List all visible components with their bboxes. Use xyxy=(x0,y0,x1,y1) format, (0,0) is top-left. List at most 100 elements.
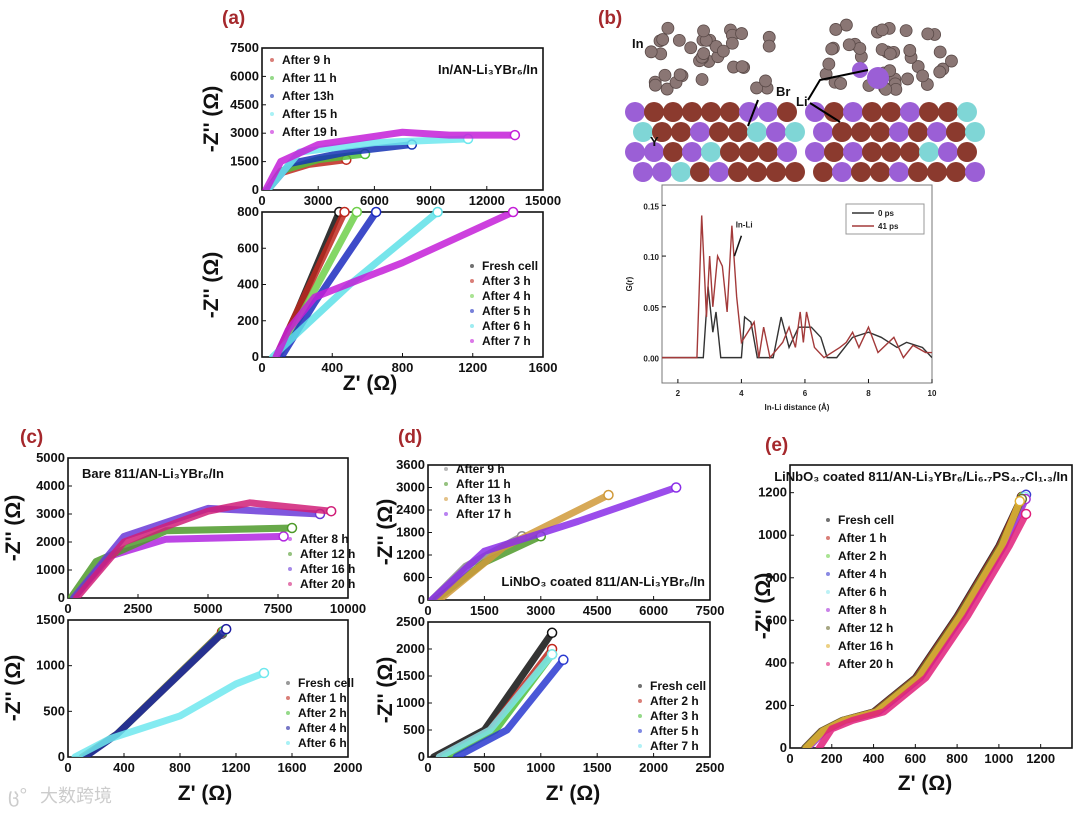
indium-atom xyxy=(933,65,947,79)
watermark-logo-icon: ც° xyxy=(8,785,27,807)
y-tick-label: 3600 xyxy=(396,457,425,472)
x-tick-label: 15000 xyxy=(525,193,561,208)
indium-atom xyxy=(750,81,763,95)
lattice-atom xyxy=(832,162,852,182)
series-end-marker-3 xyxy=(220,623,232,635)
y-tick-label: 1500 xyxy=(230,154,259,169)
lattice-atom xyxy=(881,102,901,122)
panel-label-e: (e) xyxy=(765,435,788,456)
legend-marker-6 xyxy=(826,626,830,630)
y-tick-label: 1000 xyxy=(36,562,65,577)
x-tick-label: 3000 xyxy=(526,603,555,618)
lattice-atom xyxy=(747,122,767,142)
legend-marker-5 xyxy=(470,339,474,343)
indium-atom xyxy=(644,45,658,59)
lattice-atom xyxy=(633,122,653,142)
lattice-atom xyxy=(965,122,985,142)
legend-label: After 11 h xyxy=(456,477,511,491)
legend-label: After 19 h xyxy=(282,125,337,139)
chart-d_top: 0 1500 3000 4500 6000 7500 0 600 1200 1800 2400 300… xyxy=(374,457,724,618)
y-tick-label: 0 xyxy=(58,590,65,605)
legend-label: After 6 h xyxy=(838,585,887,599)
indium-atom xyxy=(853,41,867,55)
x-tick-label: 8 xyxy=(866,389,871,398)
x-tick-label: 1200 xyxy=(222,760,251,775)
x-tick-label: 0 xyxy=(424,760,431,775)
legend-marker-8 xyxy=(826,662,830,666)
series-end-marker-2 xyxy=(351,206,363,218)
x-tick-label: 3000 xyxy=(304,193,333,208)
plot-frame xyxy=(661,184,933,384)
legend-label: After 3 h xyxy=(650,709,699,723)
y-tick-label: 2500 xyxy=(396,614,425,629)
y-axis-title: -Z'' (Ω) xyxy=(200,86,223,152)
legend-label: After 4 h xyxy=(482,289,531,303)
y-tick-label: 200 xyxy=(237,313,259,328)
y-axis-title: -Z'' (Ω) xyxy=(374,657,397,723)
indium-atom xyxy=(697,24,710,38)
label-y: Y xyxy=(650,134,659,149)
lattice-atom xyxy=(728,122,748,142)
indium-atom xyxy=(697,47,710,60)
lattice-atom xyxy=(701,142,721,162)
chart-d_bot: 0 500 1000 1500 2000 2500 0 500 1000 1500 2000 2500… xyxy=(374,614,724,805)
y-tick-label: 600 xyxy=(403,570,425,585)
indium-atom xyxy=(684,41,698,55)
lattice-atom xyxy=(785,122,805,142)
series-band-1 xyxy=(435,645,556,757)
legend-label: After 5 h xyxy=(650,724,699,738)
lattice-atom xyxy=(682,142,702,162)
lattice-atom xyxy=(747,162,767,182)
series-end-marker-0 xyxy=(278,531,289,542)
legend-label: After 16 h xyxy=(838,639,893,653)
legend-label: After 6 h xyxy=(482,319,531,333)
lattice-atom xyxy=(957,142,977,162)
x-tick-label: 10 xyxy=(928,389,937,398)
legend-label: After 7 h xyxy=(482,334,531,348)
legend-marker-2 xyxy=(826,554,830,558)
chart-b: 2 4 6 8 10 0.00 0.05 0.10 0.15 0 ps 41 ps In-Li G(r)… xyxy=(625,184,937,412)
indium-atom xyxy=(883,47,897,61)
lattice-atom xyxy=(946,122,966,142)
x-tick-label: 4500 xyxy=(583,603,612,618)
chart-title: Bare 811/AN-Li₃YBr₆/In xyxy=(82,466,224,481)
lattice-atom xyxy=(908,122,928,142)
annotation-in-li: In-Li xyxy=(736,221,753,230)
legend-label: After 2 h xyxy=(650,694,699,708)
x-tick-label: 7500 xyxy=(696,603,725,618)
lattice-atom xyxy=(900,102,920,122)
legend-label: 41 ps xyxy=(878,222,899,231)
legend-label: After 13h xyxy=(282,89,334,103)
legend-marker-0 xyxy=(286,681,290,685)
legend-label: After 13 h xyxy=(456,492,511,506)
legend-marker-5 xyxy=(826,608,830,612)
x-tick-label: 400 xyxy=(321,360,343,375)
lattice-atom xyxy=(919,102,939,122)
lattice-atom xyxy=(805,102,825,122)
series-band-8 xyxy=(815,510,1030,748)
legend-label: After 16 h xyxy=(300,562,355,576)
x-tick-label: 6000 xyxy=(360,193,389,208)
series-end-marker-8 xyxy=(1020,508,1032,520)
series-end-marker-0 xyxy=(546,627,558,639)
x-tick-label: 2000 xyxy=(639,760,668,775)
indium-atom xyxy=(661,21,675,35)
y-tick-label: 1800 xyxy=(396,525,425,540)
lattice-atom xyxy=(766,122,786,142)
legend-label: After 17 h xyxy=(456,507,511,521)
plot-frame xyxy=(789,464,1073,749)
legend-box xyxy=(845,203,925,235)
series-line-0 xyxy=(662,286,932,359)
y-tick-label: 0 xyxy=(252,349,259,364)
lithium-atom xyxy=(867,67,889,89)
indium-atom xyxy=(660,82,674,96)
y-tick-label: 6000 xyxy=(230,68,259,83)
y-tick-label: 800 xyxy=(765,570,787,585)
molecular-structure-image xyxy=(625,18,985,182)
legend-label: Fresh cell xyxy=(482,259,538,273)
indium-atom xyxy=(901,72,914,86)
indium-atom xyxy=(822,57,836,71)
lattice-atom xyxy=(644,142,664,162)
series-end-marker-4 xyxy=(509,129,521,141)
x-tick-label: 400 xyxy=(113,760,135,775)
